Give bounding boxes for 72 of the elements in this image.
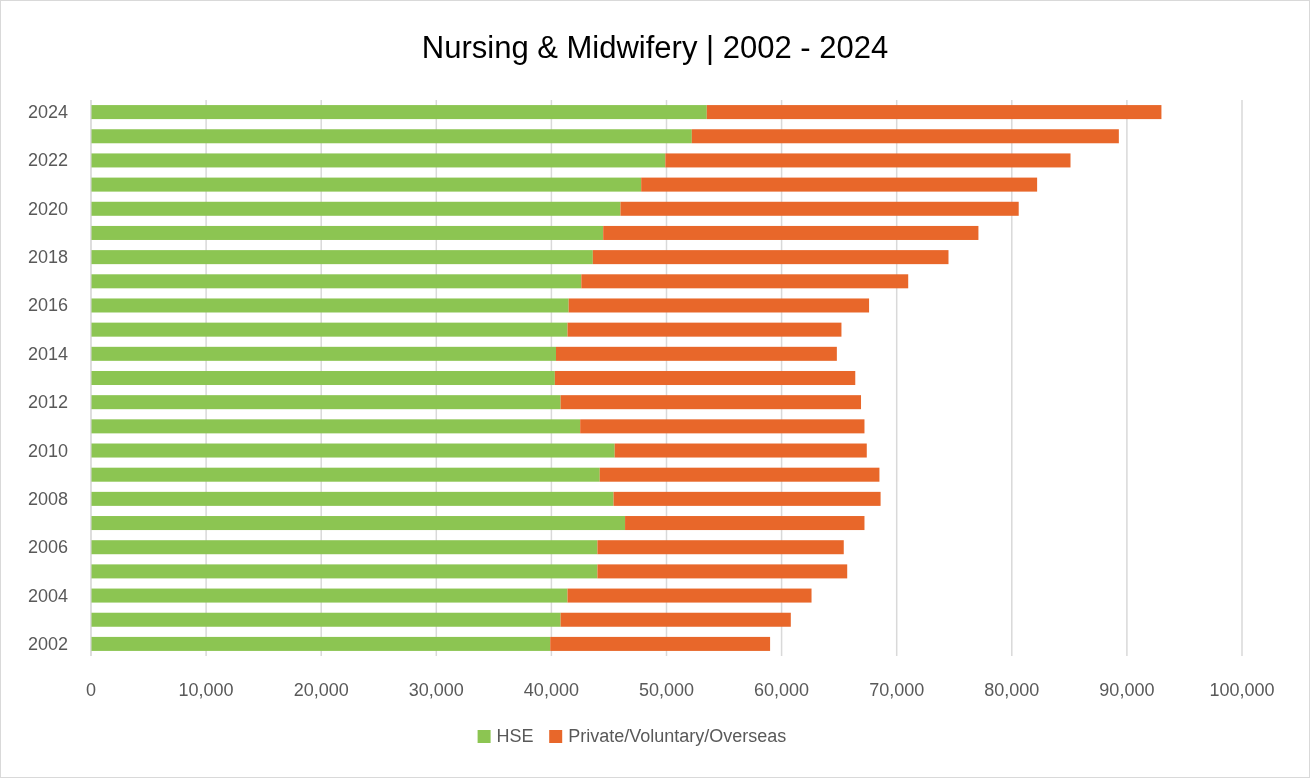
bar [91, 636, 551, 651]
bar [614, 443, 867, 458]
x-tick-label: 50,000 [638, 680, 695, 700]
y-tick-label: 2002 [27, 633, 68, 654]
bar [91, 201, 621, 216]
x-tick-label: 70,000 [869, 680, 925, 700]
x-tick-label: 40,000 [523, 680, 579, 700]
bar [91, 540, 598, 555]
y-tick-label: 2004 [27, 585, 68, 606]
bar [91, 298, 569, 313]
bar [91, 177, 642, 192]
x-tick-label: 0 [85, 680, 97, 700]
y-tick-label: 2024 [27, 102, 68, 123]
bar [91, 564, 598, 579]
y-tick-label: 2014 [27, 343, 68, 364]
bar [91, 588, 568, 603]
x-tick-label: 10,000 [178, 680, 234, 700]
bar [91, 346, 556, 361]
bar [91, 419, 581, 434]
y-tick-label: 2016 [27, 295, 68, 316]
bar [554, 370, 856, 386]
x-tick-label: 20,000 [293, 680, 349, 700]
bar [91, 129, 692, 144]
bar [91, 467, 600, 482]
bar [592, 250, 949, 265]
bar [556, 346, 837, 361]
bar [613, 491, 881, 506]
bar [91, 225, 604, 240]
bar [706, 105, 1162, 120]
chart-title: Nursing & Midwifery | 2002 - 2024 [421, 30, 889, 65]
bar [625, 516, 865, 531]
y-tick-label: 2006 [27, 537, 68, 558]
x-tick-label: 30,000 [408, 680, 464, 700]
bar [91, 105, 707, 120]
bar [597, 540, 844, 555]
bar [91, 250, 593, 265]
legend-label: HSE [496, 726, 534, 746]
bar [665, 153, 1071, 168]
bar [91, 322, 568, 337]
bar [91, 491, 614, 506]
bar [91, 395, 561, 410]
x-tick-label: 60,000 [754, 680, 810, 700]
legend-label: Private/Voluntary/Overseas [568, 726, 787, 746]
bar [91, 612, 561, 627]
bar [560, 612, 791, 627]
y-tick-label: 2012 [27, 392, 68, 413]
bar [581, 274, 909, 289]
bar [91, 443, 615, 458]
bar [597, 564, 848, 579]
bar [91, 274, 582, 289]
bar [580, 419, 865, 434]
x-tick-label: 90,000 [1099, 680, 1155, 700]
bar [91, 516, 626, 531]
bar [568, 298, 870, 313]
x-tick-label: 100,000 [1209, 680, 1275, 700]
bar [691, 129, 1119, 144]
bar [91, 153, 666, 168]
y-tick-label: 2008 [27, 488, 68, 509]
y-tick-label: 2010 [27, 440, 68, 461]
y-tick-label: 2018 [27, 247, 68, 268]
bar [567, 588, 812, 603]
x-tick-label: 80,000 [984, 680, 1040, 700]
y-tick-label: 2020 [27, 198, 68, 219]
bar [560, 395, 862, 410]
bar [91, 370, 555, 386]
y-tick-label: 2022 [27, 150, 68, 171]
bar [641, 177, 1038, 192]
bar [567, 322, 842, 337]
bar [550, 636, 771, 651]
bar [599, 467, 880, 482]
bar [603, 225, 979, 240]
bar [620, 201, 1019, 216]
